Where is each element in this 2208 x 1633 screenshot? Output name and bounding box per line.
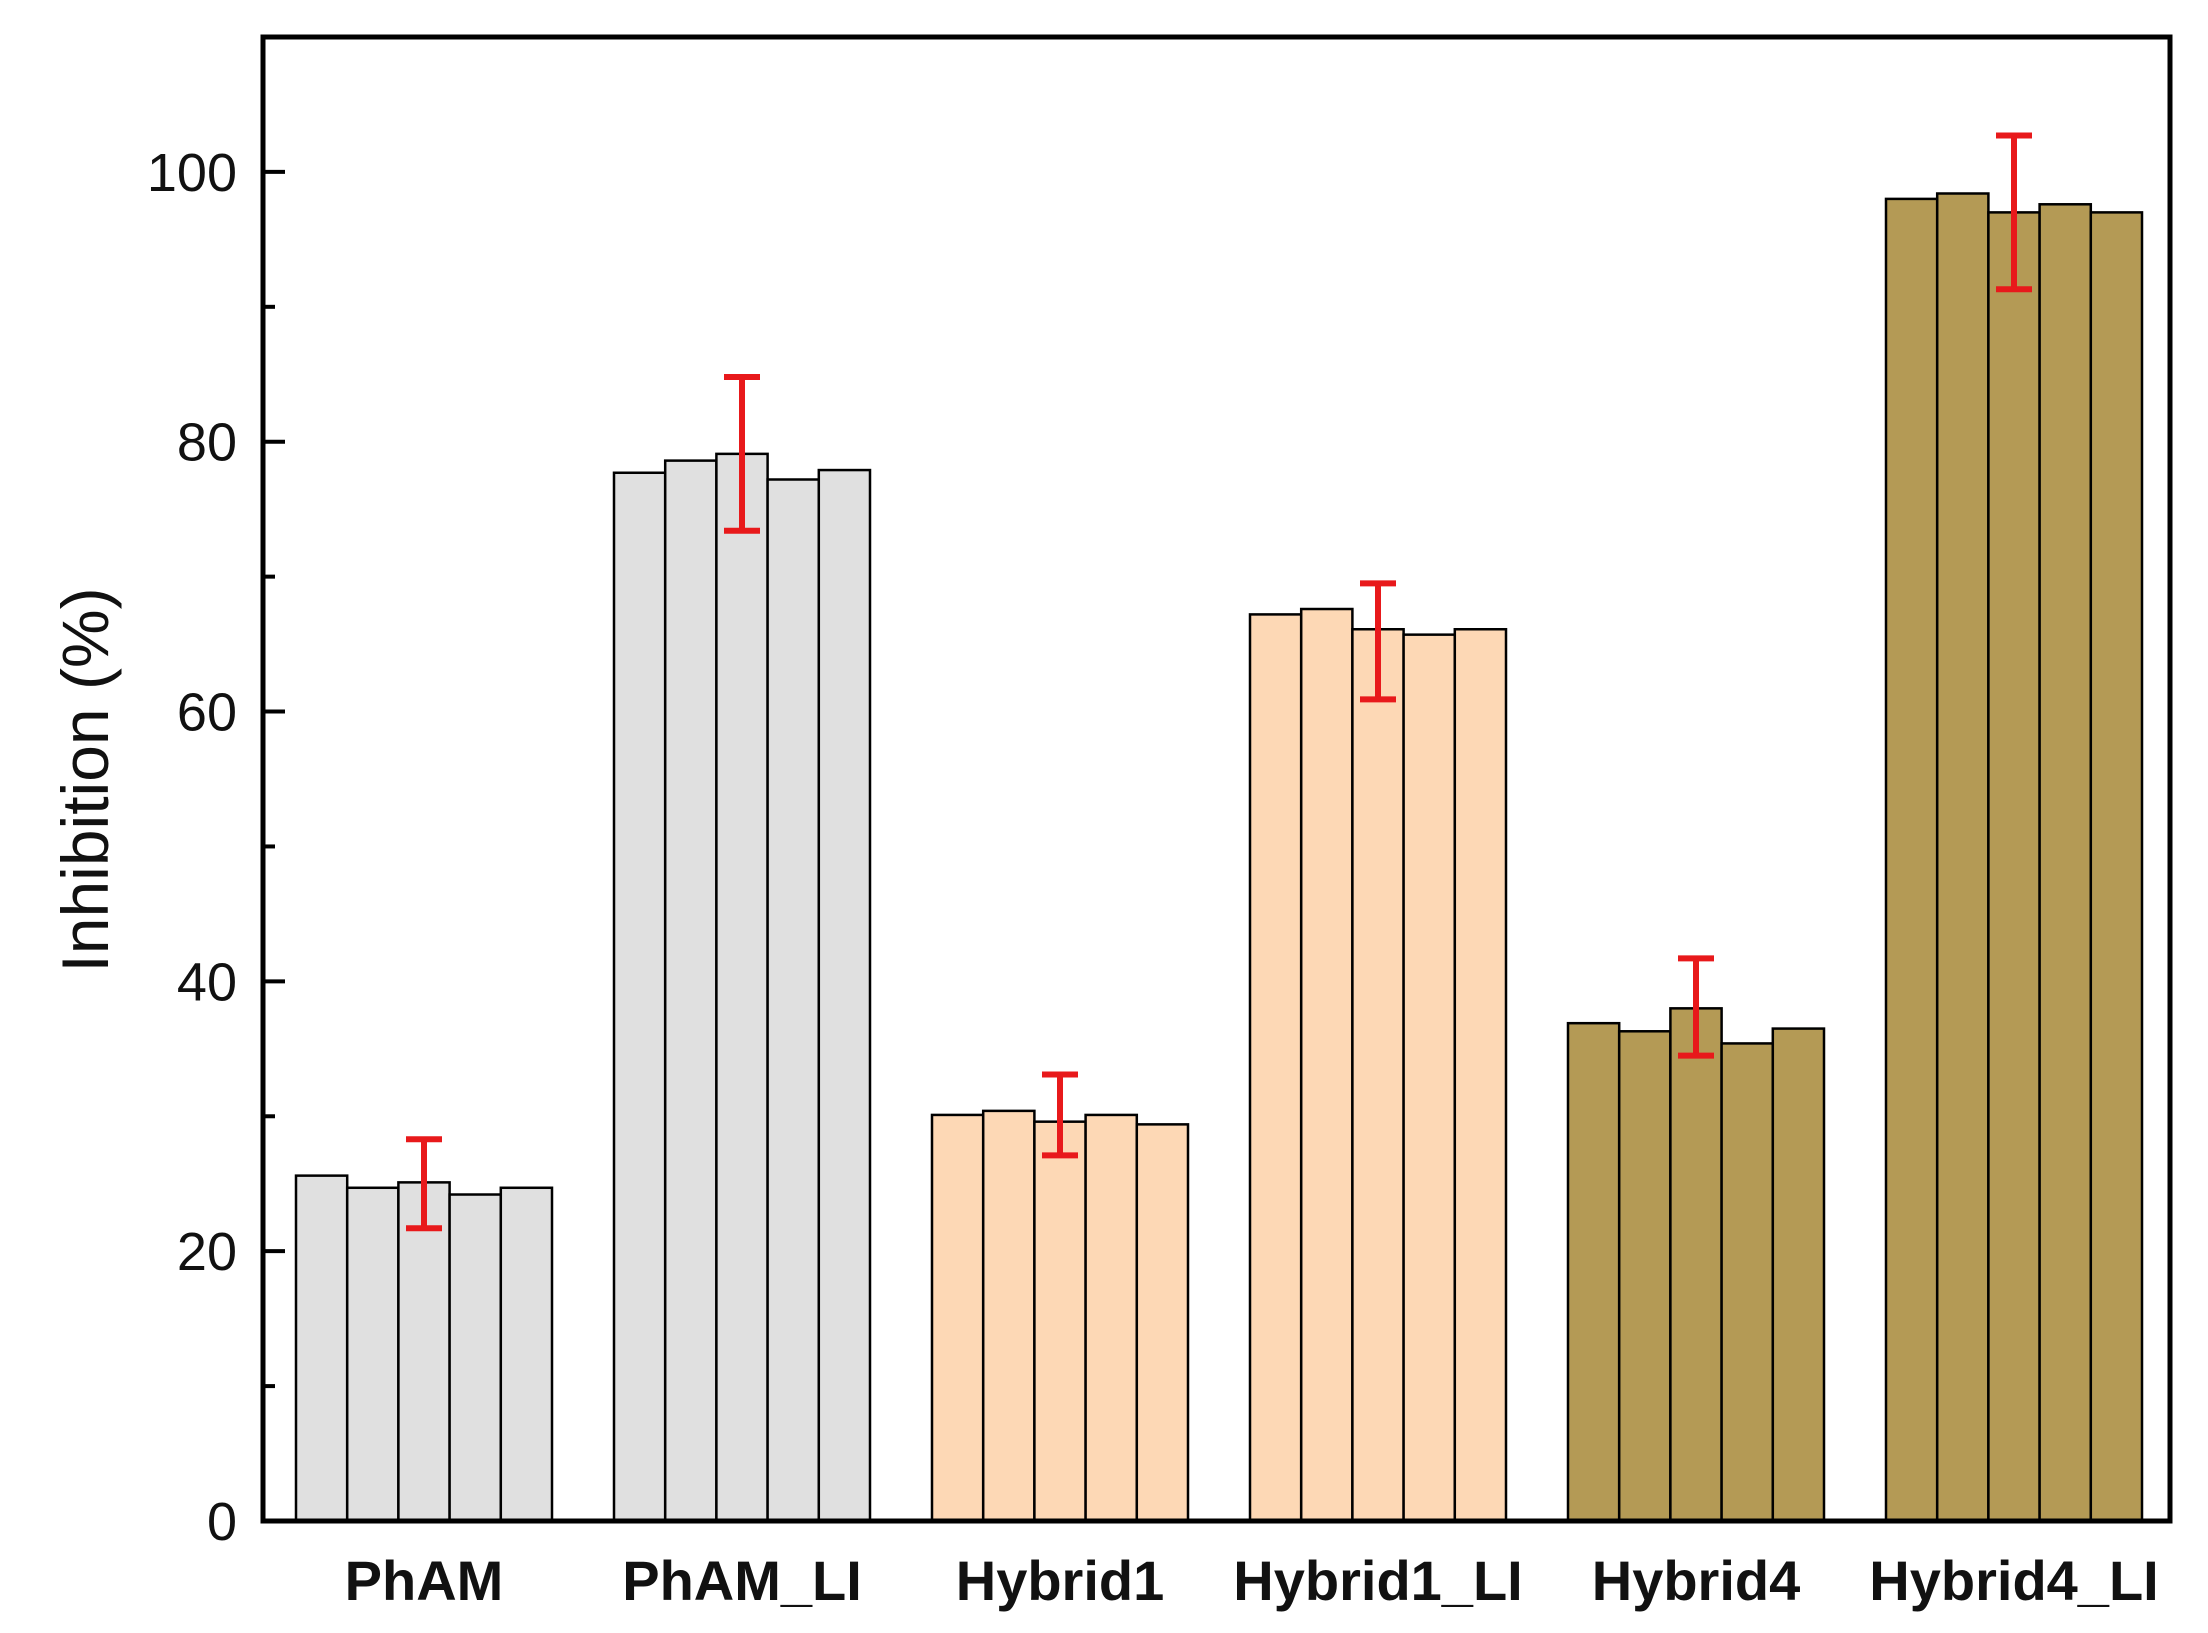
bar	[2089, 211, 2144, 1523]
y-tick-label: 40	[177, 952, 237, 1012]
x-category-label: Hybrid1	[956, 1549, 1165, 1612]
bar	[663, 459, 718, 1523]
bar	[612, 471, 667, 1523]
bar	[930, 1113, 985, 1523]
y-tick-label: 20	[177, 1222, 237, 1282]
x-category-label: PhAM_LI	[622, 1549, 862, 1612]
bar	[1299, 607, 1354, 1523]
bar	[1987, 211, 2041, 1523]
bar	[1720, 1042, 1775, 1523]
y-tick-label: 0	[207, 1492, 237, 1552]
bar	[499, 1186, 554, 1523]
bar	[1771, 1027, 1826, 1523]
bar	[2038, 203, 2093, 1523]
x-axis-labels: PhAM PhAM_LI Hybrid1 Hybrid1_LI Hybrid4 Hybri…	[345, 1549, 2159, 1612]
bars-layer	[294, 192, 2144, 1523]
bar	[1084, 1113, 1139, 1523]
bar	[817, 468, 872, 1523]
bar	[1935, 192, 1990, 1523]
bar	[1033, 1120, 1087, 1523]
bar	[981, 1109, 1036, 1523]
bar	[397, 1181, 451, 1523]
x-category-label: Hybrid4_LI	[1869, 1549, 2158, 1612]
errorbars-layer	[406, 132, 2032, 1232]
y-axis-title: Inhibition (%)	[48, 587, 122, 972]
bar	[345, 1186, 400, 1523]
y-axis: 0 20 40 60 80 100	[147, 143, 285, 1552]
plot-frame	[260, 34, 2173, 1524]
bar	[1669, 1007, 1723, 1523]
bar	[294, 1174, 349, 1523]
bar	[1884, 197, 1939, 1523]
bar	[1566, 1021, 1621, 1523]
bar	[1248, 613, 1303, 1523]
y-tick-label: 80	[177, 413, 237, 473]
bar	[1402, 633, 1457, 1523]
y-tick-label: 100	[147, 143, 237, 203]
bar	[715, 452, 769, 1523]
bar	[448, 1193, 503, 1523]
x-category-label: PhAM	[345, 1549, 504, 1612]
x-category-label: Hybrid4	[1592, 1549, 1801, 1612]
bar	[1617, 1030, 1672, 1523]
bar	[1351, 628, 1405, 1523]
bar	[1453, 628, 1508, 1523]
x-category-label: Hybrid1_LI	[1233, 1549, 1522, 1612]
bar	[1135, 1123, 1190, 1523]
y-tick-label: 60	[177, 683, 237, 743]
bar	[766, 478, 821, 1523]
